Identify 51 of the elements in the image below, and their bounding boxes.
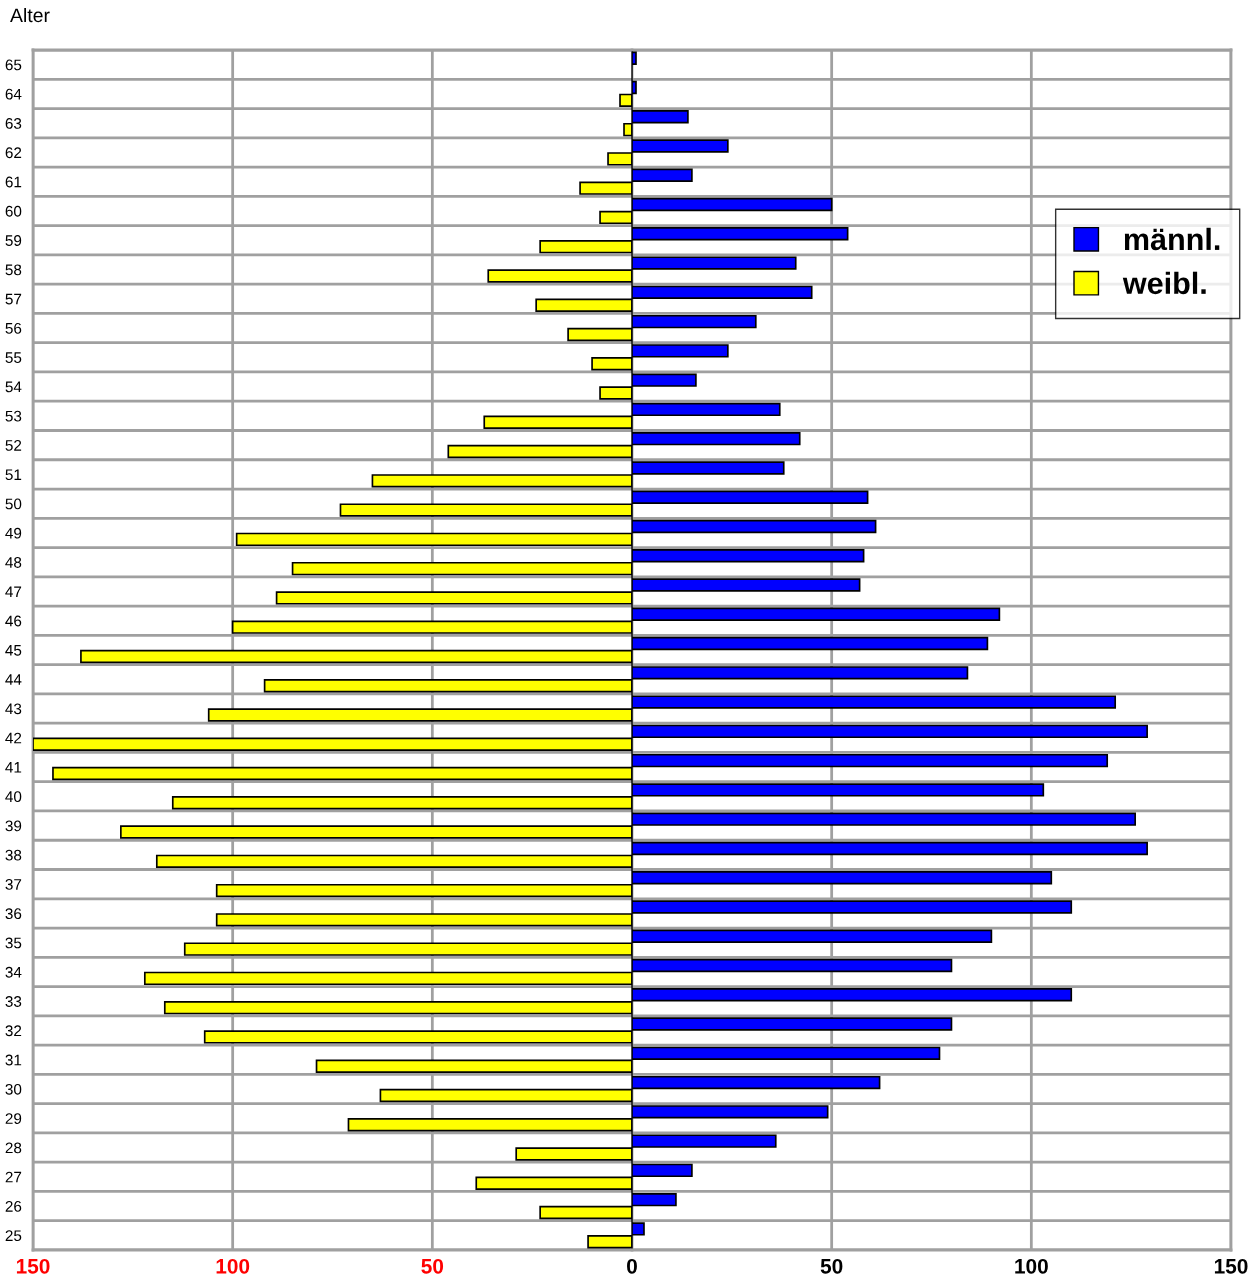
y-tick-label: 29	[5, 1113, 22, 1124]
y-tick-label: 63	[5, 118, 22, 129]
x-tick-label: 0	[627, 1258, 637, 1274]
y-tick-label: 51	[5, 469, 22, 481]
y-tick-label: 57	[5, 293, 22, 305]
y-tick-label: 31	[5, 1054, 22, 1066]
y-tick-label: 58	[5, 264, 22, 276]
y-tick-label: 45	[5, 645, 22, 656]
x-tick-label: 150	[1214, 1258, 1248, 1274]
y-tick-label: 35	[5, 937, 22, 949]
y-tick-label: 27	[5, 1171, 22, 1183]
y-tick-label: 52	[5, 439, 22, 451]
y-tick-label: 40	[5, 791, 22, 803]
y-tick-label: 62	[5, 147, 22, 159]
y-tick-label: 33	[5, 996, 22, 1007]
y-tick-label: 64	[5, 88, 22, 100]
y-tick-label: 46	[5, 615, 22, 627]
x-tick-label: 100	[216, 1258, 250, 1274]
y-tick-label: 65	[5, 59, 22, 71]
y-tick-label: 56	[5, 322, 22, 334]
y-tick-label: 34	[5, 966, 22, 978]
x-tick-label: 50	[820, 1258, 843, 1274]
y-tick-label: 44	[5, 674, 22, 685]
y-tick-label: 48	[5, 557, 22, 568]
y-tick-label: 25	[5, 1230, 22, 1242]
x-tick-label: 150	[16, 1258, 50, 1274]
y-tick-label: 30	[5, 1083, 22, 1095]
y-tick-label: 54	[5, 381, 22, 393]
y-tick-label: 61	[5, 176, 22, 188]
y-tick-label: 59	[5, 235, 22, 246]
x-tick-label: 100	[1015, 1258, 1048, 1274]
legend-label: männl.	[1124, 227, 1220, 251]
y-tick-label: 39	[5, 820, 22, 832]
y-tick-label: 47	[5, 586, 22, 597]
y-tick-label: 26	[5, 1200, 22, 1212]
y-axis-title: Alter	[10, 7, 50, 23]
y-tick-label: 32	[5, 1025, 22, 1037]
y-tick-label: 55	[5, 352, 22, 363]
x-tick-label: 50	[421, 1258, 444, 1274]
y-tick-label: 42	[5, 732, 22, 744]
legend-label: weibl.	[1122, 271, 1206, 295]
y-tick-label: 41	[5, 762, 22, 773]
y-tick-label: 53	[5, 410, 22, 422]
y-tick-label: 38	[5, 849, 22, 861]
y-tick-label: 36	[5, 908, 22, 920]
y-tick-label: 50	[5, 498, 22, 510]
y-tick-label: 49	[5, 527, 22, 539]
y-tick-label: 37	[5, 879, 22, 890]
y-tick-label: 43	[5, 703, 22, 715]
y-tick-label: 28	[5, 1142, 22, 1154]
y-tick-label: 60	[5, 205, 22, 217]
